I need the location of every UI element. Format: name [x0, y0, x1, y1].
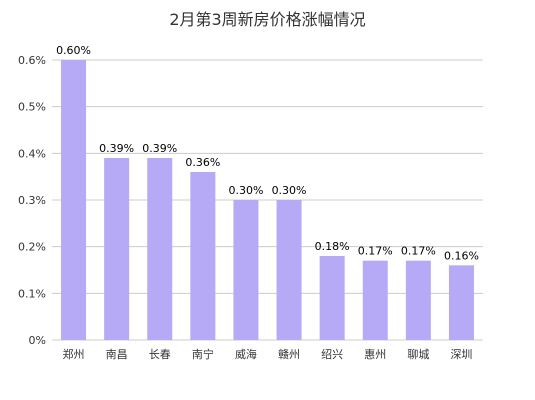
bar — [61, 60, 87, 340]
data-label: 0.17% — [401, 245, 436, 258]
x-tick-label: 赣州 — [278, 347, 300, 361]
data-label: 0.36% — [185, 156, 220, 169]
x-tick-label: 郑州 — [63, 347, 85, 361]
x-tick-label: 聊城 — [407, 347, 429, 361]
bar — [104, 158, 130, 340]
bar — [190, 172, 216, 340]
bar — [233, 200, 259, 340]
bar — [276, 200, 302, 340]
bar — [405, 260, 431, 340]
y-tick-label: 0.1% — [18, 287, 46, 300]
x-tick-label: 绍兴 — [321, 347, 343, 361]
y-tick-label: 0.6% — [18, 54, 46, 67]
x-tick-label: 惠州 — [364, 347, 386, 361]
chart-title: 2月第3周新房价格涨幅情况 — [169, 10, 366, 29]
x-axis-ticks: 郑州 南昌 长春 南宁 威海 赣州 绍兴 惠州 聊城 深圳 — [63, 347, 473, 361]
data-label: 0.16% — [444, 249, 479, 262]
x-tick-label: 长春 — [149, 348, 171, 361]
y-tick-label: 0.5% — [18, 101, 46, 114]
bar — [362, 260, 388, 340]
data-label: 0.30% — [272, 184, 307, 197]
data-label: 0.60% — [56, 44, 91, 57]
y-tick-label: 0.3% — [18, 194, 46, 207]
data-label: 0.39% — [142, 142, 177, 155]
data-label: 0.30% — [228, 184, 263, 197]
x-tick-label: 南宁 — [192, 347, 214, 361]
x-tick-label: 威海 — [235, 347, 257, 361]
data-label: 0.17% — [358, 245, 393, 258]
x-tick-label: 南昌 — [106, 348, 128, 361]
bar — [448, 265, 474, 340]
y-tick-label: 0.4% — [18, 147, 46, 160]
y-axis-ticks: 0% 0.1% 0.2% 0.3% 0.4% 0.5% 0.6% — [18, 54, 46, 347]
data-label: 0.18% — [315, 240, 350, 253]
bar — [147, 158, 173, 340]
bar — [319, 256, 345, 340]
bars — [61, 60, 474, 340]
data-label: 0.39% — [99, 142, 134, 155]
data-labels: 0.60% 0.39% 0.39% 0.36% 0.30% 0.30% 0.18% 0.17%… — [56, 44, 479, 262]
x-tick-label: 深圳 — [450, 348, 472, 361]
y-tick-label: 0.2% — [18, 241, 46, 254]
y-tick-label: 0% — [29, 334, 46, 347]
